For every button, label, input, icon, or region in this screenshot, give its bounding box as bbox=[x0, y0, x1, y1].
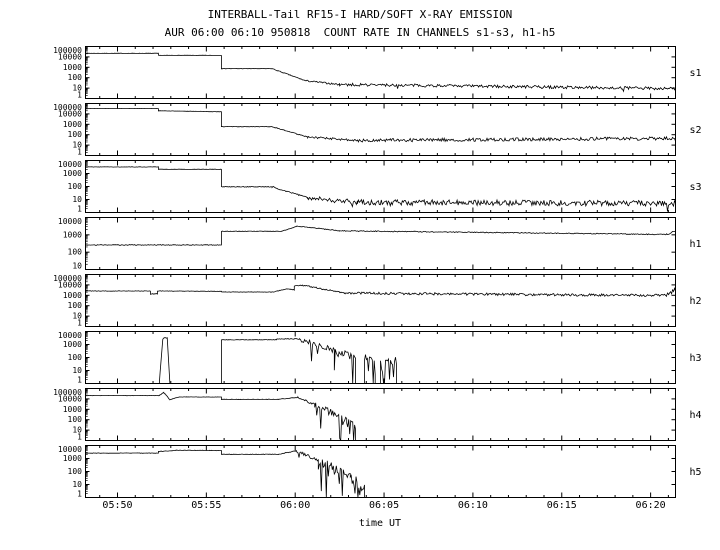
x-tick-label: 06:05 bbox=[368, 500, 400, 511]
y-axis-label-h5: 100 bbox=[68, 467, 83, 476]
x-axis-tick-labels: 05:50 05:55 06:00 06:05 06:10 06:15 06:20 bbox=[0, 500, 720, 514]
y-axis-label-s3: 1000 bbox=[63, 169, 82, 178]
y-axis-label-h4: 10000 bbox=[58, 394, 82, 403]
y-axis-label-h2: 1 bbox=[77, 319, 82, 328]
trace-h2 bbox=[85, 284, 676, 298]
trace-s1 bbox=[85, 52, 676, 93]
y-axis-label-h3: 1 bbox=[77, 376, 82, 385]
channel-label-h3: h3 bbox=[690, 353, 702, 364]
y-axis-label-h1: 100 bbox=[68, 248, 83, 257]
y-axis-label-s2: 10000 bbox=[58, 109, 82, 118]
y-axis-label-h2: 10000 bbox=[58, 280, 82, 289]
y-axis-label-s2: 1 bbox=[77, 148, 82, 157]
y-axis-label-h5: 10000 bbox=[58, 445, 82, 454]
x-tick-label: 06:10 bbox=[457, 500, 488, 511]
y-axis-label-s2: 100000 bbox=[53, 103, 82, 112]
y-axis-label-s1: 1 bbox=[77, 91, 82, 100]
y-axis-label-h2: 1000 bbox=[63, 291, 82, 300]
y-axis-label-s2: 10 bbox=[72, 141, 82, 150]
y-axis-label-h3: 10000 bbox=[58, 331, 82, 340]
trace-h3 bbox=[85, 337, 676, 384]
y-axis-label-h2: 10 bbox=[72, 312, 82, 321]
trace-s2 bbox=[85, 107, 676, 143]
channel-label-h2: h2 bbox=[690, 296, 702, 307]
x-tick-label: 06:20 bbox=[635, 500, 666, 511]
y-axis-label-h5: 1000 bbox=[63, 454, 82, 463]
channel-label-s2: s2 bbox=[690, 125, 702, 136]
channel-label-h5: h5 bbox=[690, 467, 702, 478]
x-tick-label: 06:15 bbox=[546, 500, 577, 511]
panel-h1: 10000 1000 100 10 h1 bbox=[58, 217, 702, 271]
y-axis-label-h3: 100 bbox=[68, 353, 83, 362]
y-axis-label-s1: 10 bbox=[72, 84, 82, 93]
y-axis-label-s3: 100 bbox=[68, 182, 83, 191]
y-axis-label-s3: 10 bbox=[72, 195, 82, 204]
x-axis-label: time UT bbox=[358, 518, 402, 529]
chart-title: INTERBALL-Tail RF15-I HARD/SOFT X-RAY EM… bbox=[207, 8, 513, 21]
y-axis-label-h1: 1000 bbox=[63, 230, 82, 239]
y-axis-label-h1: 10000 bbox=[58, 217, 82, 226]
channel-label-s1: s1 bbox=[690, 68, 702, 79]
y-axis-label-h4: 100000 bbox=[53, 388, 82, 397]
y-axis-label-h5: 10 bbox=[72, 480, 82, 489]
x-tick-label: 06:00 bbox=[280, 500, 311, 511]
channel-label-h4: h4 bbox=[690, 410, 702, 421]
y-axis-label-s3: 1 bbox=[77, 205, 82, 214]
y-axis-label-s1: 100000 bbox=[53, 46, 82, 55]
y-axis-label-s1: 10000 bbox=[58, 52, 82, 61]
y-axis-label-h4: 100 bbox=[68, 415, 83, 424]
x-tick-label: 05:50 bbox=[102, 500, 133, 511]
y-axis-label-h4: 1 bbox=[77, 433, 82, 442]
channel-label-s3: s3 bbox=[690, 182, 702, 193]
trace-h5 bbox=[85, 449, 676, 498]
y-axis-label-h5: 1 bbox=[77, 490, 82, 499]
trace-h4 bbox=[85, 391, 676, 441]
trace-h1 bbox=[85, 225, 676, 246]
y-axis-label-h2: 100 bbox=[68, 301, 83, 310]
y-axis-label-h2: 100000 bbox=[53, 274, 82, 283]
y-axis-label-s2: 1000 bbox=[63, 120, 82, 129]
channel-label-h1: h1 bbox=[690, 239, 702, 250]
y-axis-label-h3: 1000 bbox=[63, 340, 82, 349]
y-axis-label-s1: 100 bbox=[68, 73, 83, 82]
x-tick-label: 05:55 bbox=[191, 500, 222, 511]
y-axis-label-h4: 1000 bbox=[63, 405, 82, 414]
y-axis-label-h4: 10 bbox=[72, 426, 82, 435]
trace-s3 bbox=[85, 166, 676, 212]
y-axis-label-h1: 10 bbox=[72, 262, 82, 271]
chart-panels: 100000 10000 1000 100 10 1 s1 100000 10000 1000 10… bbox=[0, 46, 720, 502]
y-axis-label-s3: 10000 bbox=[58, 160, 82, 169]
chart-subtitle: AUR 06:00 06:10 950818 COUNT RATE IN CHA… bbox=[164, 26, 556, 39]
y-axis-label-h3: 10 bbox=[72, 366, 82, 375]
y-axis-label-s2: 100 bbox=[68, 130, 83, 139]
y-axis-label-s1: 1000 bbox=[63, 63, 82, 72]
